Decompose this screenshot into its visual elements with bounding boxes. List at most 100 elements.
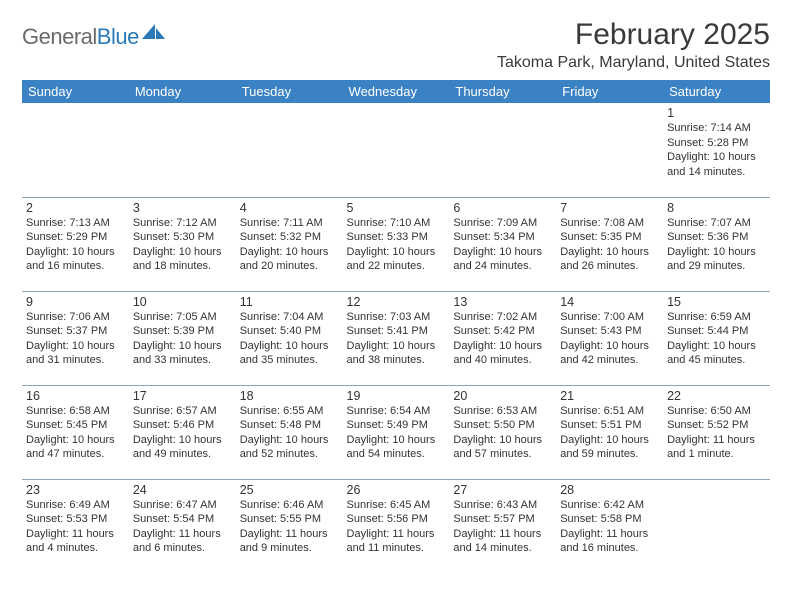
day-info: Sunrise: 6:45 AMSunset: 5:56 PMDaylight:… [347,498,446,556]
day-number: 12 [347,295,446,309]
day-number: 23 [26,483,125,497]
sunset-text: Sunset: 5:48 PM [240,418,339,433]
daylight-line-2: and 6 minutes. [133,541,232,556]
calendar-day: 3Sunrise: 7:12 AMSunset: 5:30 PMDaylight… [129,197,236,291]
day-info: Sunrise: 6:53 AMSunset: 5:50 PMDaylight:… [453,404,552,462]
calendar-day: 14Sunrise: 7:00 AMSunset: 5:43 PMDayligh… [556,291,663,385]
daylight-line-1: Daylight: 10 hours [560,433,659,448]
daylight-line-2: and 47 minutes. [26,447,125,462]
daylight-line-1: Daylight: 10 hours [667,150,766,165]
day-info: Sunrise: 7:13 AMSunset: 5:29 PMDaylight:… [26,216,125,274]
calendar-day-empty [129,103,236,197]
day-number: 8 [667,201,766,215]
daylight-line-2: and 9 minutes. [240,541,339,556]
day-info: Sunrise: 7:10 AMSunset: 5:33 PMDaylight:… [347,216,446,274]
calendar-week: 9Sunrise: 7:06 AMSunset: 5:37 PMDaylight… [22,291,770,385]
day-info: Sunrise: 6:46 AMSunset: 5:55 PMDaylight:… [240,498,339,556]
daylight-line-2: and 1 minute. [667,447,766,462]
calendar-day: 10Sunrise: 7:05 AMSunset: 5:39 PMDayligh… [129,291,236,385]
day-info: Sunrise: 7:12 AMSunset: 5:30 PMDaylight:… [133,216,232,274]
daylight-line-2: and 31 minutes. [26,353,125,368]
header: GeneralBlue February 2025 Takoma Park, M… [22,18,770,72]
daylight-line-2: and 16 minutes. [26,259,125,274]
calendar-day: 23Sunrise: 6:49 AMSunset: 5:53 PMDayligh… [22,479,129,579]
day-number: 15 [667,295,766,309]
calendar-day: 12Sunrise: 7:03 AMSunset: 5:41 PMDayligh… [343,291,450,385]
sunset-text: Sunset: 5:36 PM [667,230,766,245]
day-info: Sunrise: 6:54 AMSunset: 5:49 PMDaylight:… [347,404,446,462]
calendar-day: 2Sunrise: 7:13 AMSunset: 5:29 PMDaylight… [22,197,129,291]
sunrise-text: Sunrise: 7:10 AM [347,216,446,231]
calendar-day: 20Sunrise: 6:53 AMSunset: 5:50 PMDayligh… [449,385,556,479]
sunrise-text: Sunrise: 6:47 AM [133,498,232,513]
calendar-day: 27Sunrise: 6:43 AMSunset: 5:57 PMDayligh… [449,479,556,579]
sunset-text: Sunset: 5:43 PM [560,324,659,339]
calendar-day: 5Sunrise: 7:10 AMSunset: 5:33 PMDaylight… [343,197,450,291]
sunrise-text: Sunrise: 6:45 AM [347,498,446,513]
day-info: Sunrise: 7:03 AMSunset: 5:41 PMDaylight:… [347,310,446,368]
calendar-week: 1Sunrise: 7:14 AMSunset: 5:28 PMDaylight… [22,103,770,197]
day-number: 26 [347,483,446,497]
day-info: Sunrise: 7:07 AMSunset: 5:36 PMDaylight:… [667,216,766,274]
daylight-line-2: and 59 minutes. [560,447,659,462]
calendar-day: 25Sunrise: 6:46 AMSunset: 5:55 PMDayligh… [236,479,343,579]
sunset-text: Sunset: 5:54 PM [133,512,232,527]
sunrise-text: Sunrise: 7:13 AM [26,216,125,231]
calendar-day: 8Sunrise: 7:07 AMSunset: 5:36 PMDaylight… [663,197,770,291]
calendar-day-empty [449,103,556,197]
daylight-line-1: Daylight: 10 hours [133,339,232,354]
calendar-day: 19Sunrise: 6:54 AMSunset: 5:49 PMDayligh… [343,385,450,479]
daylight-line-2: and 42 minutes. [560,353,659,368]
sunset-text: Sunset: 5:49 PM [347,418,446,433]
daylight-line-2: and 29 minutes. [667,259,766,274]
daylight-line-1: Daylight: 10 hours [347,339,446,354]
day-number: 4 [240,201,339,215]
daylight-line-2: and 57 minutes. [453,447,552,462]
sunset-text: Sunset: 5:32 PM [240,230,339,245]
calendar-day: 26Sunrise: 6:45 AMSunset: 5:56 PMDayligh… [343,479,450,579]
day-info: Sunrise: 6:59 AMSunset: 5:44 PMDaylight:… [667,310,766,368]
location: Takoma Park, Maryland, United States [497,54,770,72]
day-info: Sunrise: 6:57 AMSunset: 5:46 PMDaylight:… [133,404,232,462]
sunset-text: Sunset: 5:50 PM [453,418,552,433]
calendar-day: 24Sunrise: 6:47 AMSunset: 5:54 PMDayligh… [129,479,236,579]
daylight-line-2: and 33 minutes. [133,353,232,368]
calendar-day-empty [236,103,343,197]
daylight-line-1: Daylight: 10 hours [26,245,125,260]
sunrise-text: Sunrise: 7:00 AM [560,310,659,325]
sunrise-text: Sunrise: 7:08 AM [560,216,659,231]
calendar-day-empty [556,103,663,197]
daylight-line-1: Daylight: 10 hours [453,339,552,354]
sunrise-text: Sunrise: 7:06 AM [26,310,125,325]
daylight-line-1: Daylight: 10 hours [26,339,125,354]
calendar-table: Sunday Monday Tuesday Wednesday Thursday… [22,80,770,579]
calendar-day: 21Sunrise: 6:51 AMSunset: 5:51 PMDayligh… [556,385,663,479]
calendar-week: 23Sunrise: 6:49 AMSunset: 5:53 PMDayligh… [22,479,770,579]
daylight-line-1: Daylight: 10 hours [26,433,125,448]
day-info: Sunrise: 6:49 AMSunset: 5:53 PMDaylight:… [26,498,125,556]
sunrise-text: Sunrise: 6:59 AM [667,310,766,325]
logo: GeneralBlue [22,24,167,50]
daylight-line-2: and 52 minutes. [240,447,339,462]
daylight-line-1: Daylight: 10 hours [560,245,659,260]
sunrise-text: Sunrise: 6:54 AM [347,404,446,419]
calendar-header-row: Sunday Monday Tuesday Wednesday Thursday… [22,80,770,103]
day-number: 10 [133,295,232,309]
logo-word-1: General [22,24,97,49]
sunset-text: Sunset: 5:56 PM [347,512,446,527]
day-info: Sunrise: 7:05 AMSunset: 5:39 PMDaylight:… [133,310,232,368]
daylight-line-2: and 16 minutes. [560,541,659,556]
day-number: 17 [133,389,232,403]
col-wednesday: Wednesday [343,80,450,103]
calendar-day: 6Sunrise: 7:09 AMSunset: 5:34 PMDaylight… [449,197,556,291]
day-info: Sunrise: 7:14 AMSunset: 5:28 PMDaylight:… [667,121,766,179]
sunrise-text: Sunrise: 6:55 AM [240,404,339,419]
day-info: Sunrise: 7:02 AMSunset: 5:42 PMDaylight:… [453,310,552,368]
daylight-line-1: Daylight: 10 hours [453,433,552,448]
day-number: 16 [26,389,125,403]
daylight-line-1: Daylight: 10 hours [133,245,232,260]
sunrise-text: Sunrise: 7:11 AM [240,216,339,231]
day-info: Sunrise: 6:55 AMSunset: 5:48 PMDaylight:… [240,404,339,462]
daylight-line-1: Daylight: 10 hours [240,245,339,260]
sunset-text: Sunset: 5:30 PM [133,230,232,245]
